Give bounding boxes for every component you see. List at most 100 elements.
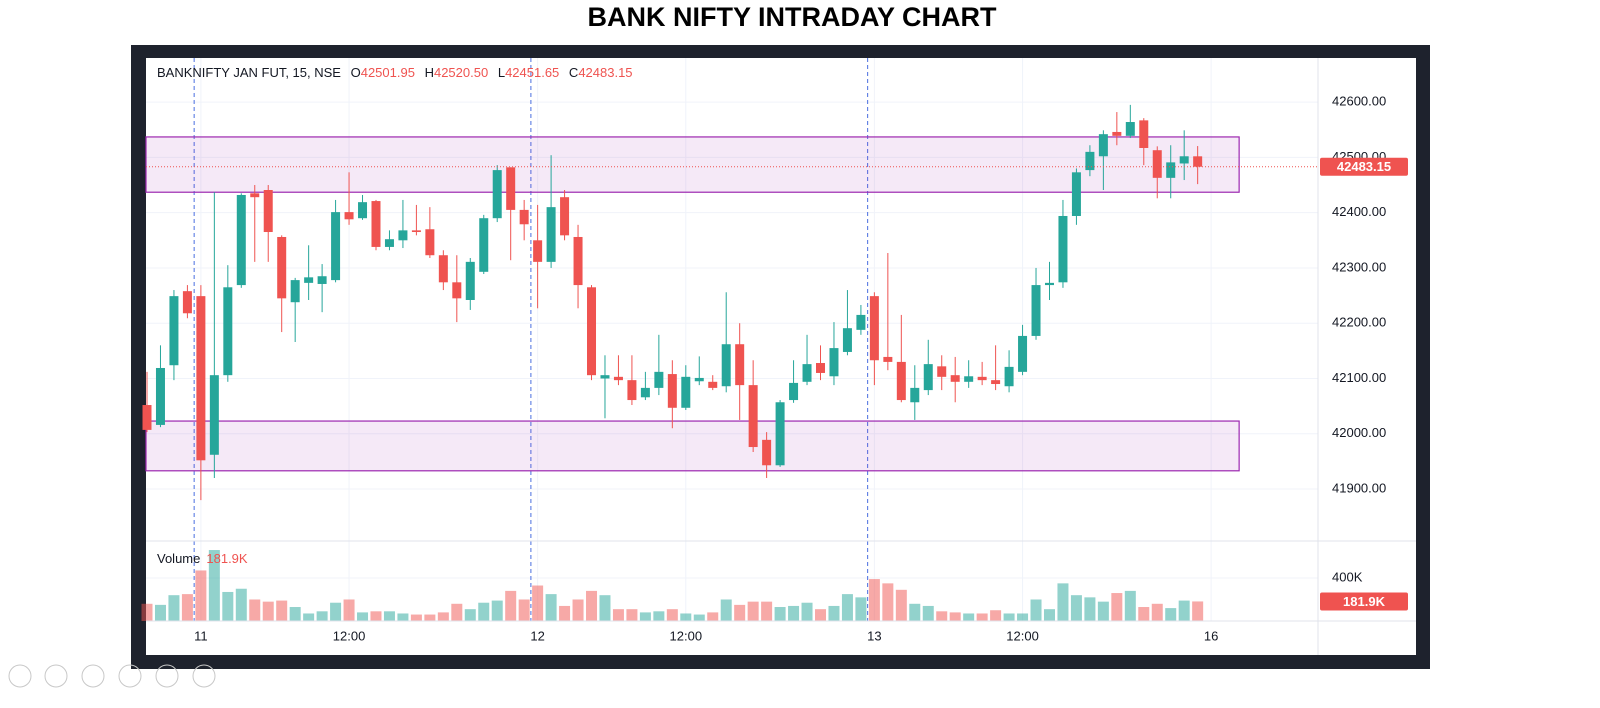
value: 42520.50 [434,65,488,80]
candle-body [735,344,745,386]
y-tick-label: 400K [1332,569,1363,584]
candle-body [1031,285,1041,336]
candle-body [317,276,327,284]
volume-bar [612,609,624,621]
y-tick-label: 42300.00 [1332,259,1386,274]
candle-body [991,380,1001,385]
candle-body [209,375,219,455]
toolbar-button[interactable] [118,664,142,688]
volume-bar [882,583,894,621]
y-tick-label: 42100.00 [1332,370,1386,385]
volume-bar [963,613,975,621]
candle-body [694,377,704,382]
volume-bar [895,589,907,621]
volume-value: 181.9K [206,551,248,566]
volume-bar [666,609,678,621]
value: 42451.65 [505,65,559,80]
volume-bar [1030,599,1042,621]
candle-body [304,277,314,283]
volume-bar [343,599,355,621]
zone [145,420,1240,472]
volume-bar [559,605,571,621]
toolbar-button[interactable] [44,664,68,688]
candle-body [331,212,341,281]
grid [145,58,1318,621]
candle-body [519,209,529,225]
candle-body [964,376,974,382]
candle-body [371,201,381,247]
volume-bar [1057,583,1069,621]
volume-bar [1043,609,1055,621]
volume-bar [1192,601,1204,621]
volume-bar [505,590,517,621]
page-title: BANK NIFTY INTRADAY CHART [587,2,997,32]
volume-bar [815,609,826,621]
volume-bar [653,611,665,621]
volume-bar [1124,590,1136,621]
volume-bar [1070,595,1082,621]
volume-bar [841,594,853,621]
volume-bar [1003,613,1015,621]
volume-bar [801,602,813,621]
volume-bar [303,613,315,621]
volume-bar [949,612,961,621]
volume-bar [208,550,220,621]
candle-body [479,218,489,272]
volume-bar [1151,603,1163,621]
candle-body [1071,172,1081,216]
candle-body [411,230,421,233]
volume-bar [774,607,786,621]
volume-bar [235,588,247,621]
volume-bar [828,605,840,621]
volume-bar [195,570,207,621]
candle-body [937,366,947,377]
candle-body [196,296,206,461]
price-tag-label: 42483.15 [1337,159,1391,174]
volume-bar [545,594,557,621]
volume-bar [1138,607,1150,621]
candle-body [546,207,556,262]
candle-body [236,194,246,286]
volume-bar [424,614,436,621]
toolbar-button[interactable] [8,664,32,688]
candle-body [573,236,583,286]
y-tick-label: 42600.00 [1332,94,1386,109]
volume-bar [1017,613,1029,621]
candle-body [1125,122,1135,136]
volume-bar [922,605,934,621]
volume-bar [586,590,598,621]
y-tick-label: 42200.00 [1332,315,1386,330]
volume-tag-label: 181.9K [1343,594,1386,609]
volume-bar [936,611,948,621]
key: O [351,65,361,80]
volume-bar [680,613,692,621]
volume-bar [1097,601,1109,621]
key: C [569,65,578,80]
candle-body [627,380,637,401]
candle-body [923,364,933,391]
volume-bar [707,612,719,621]
toolbar-button[interactable] [81,664,105,688]
volume-bar [276,600,288,621]
toolbar-button[interactable] [155,664,179,688]
candle-body [155,367,165,425]
volume-bar [761,601,773,621]
x-tick-label: 13 [867,628,881,643]
candle-body [290,280,300,303]
candle-body [223,287,233,376]
y-tick-label: 41900.00 [1332,480,1386,495]
volume-bar [464,609,476,621]
price-tag [1320,157,1408,176]
volume-bar [1165,608,1177,621]
volume-bar [222,591,234,621]
candle-body [856,314,866,330]
volume-bar [370,611,382,621]
volume-bar [141,603,153,621]
toolbar-button[interactable] [192,664,216,688]
volume-bar [1178,600,1190,621]
candle-body [816,363,825,373]
candle-body [910,387,920,403]
volume-bar [478,602,490,621]
candle-body [506,167,516,210]
candle-body [169,296,179,366]
